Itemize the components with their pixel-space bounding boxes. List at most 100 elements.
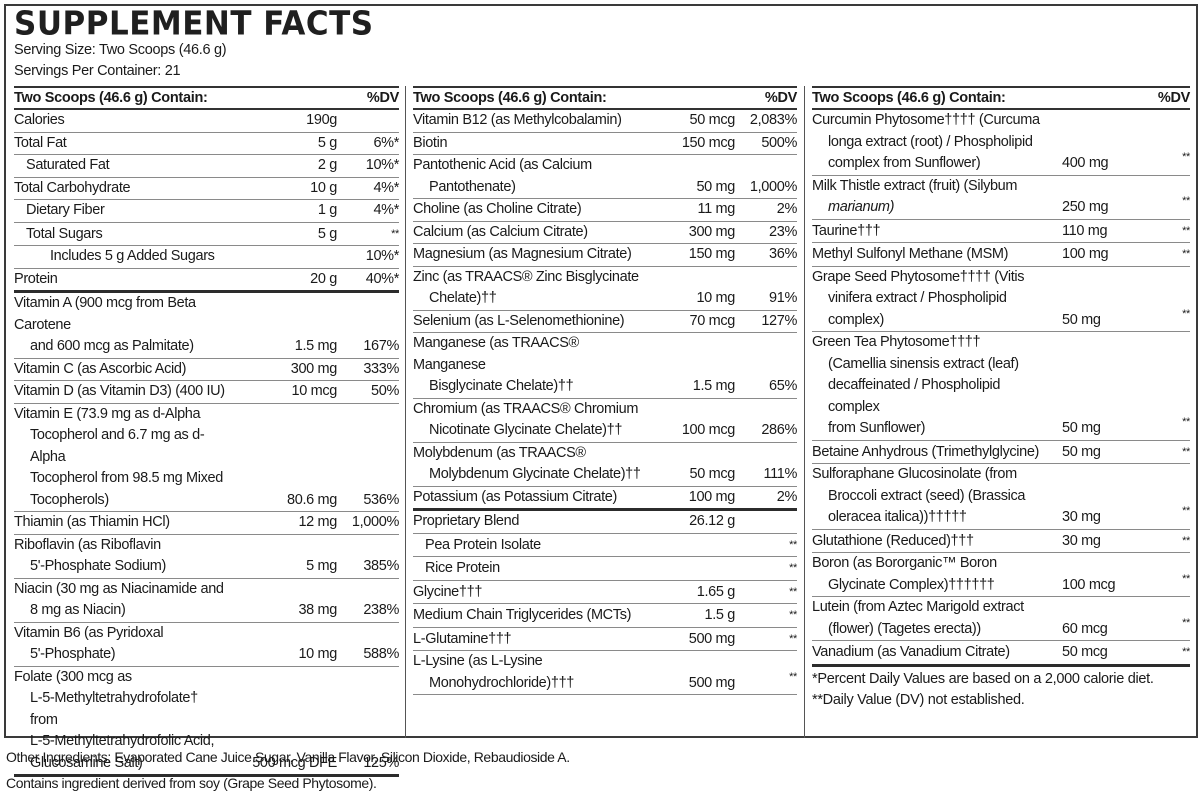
name-line: Monohydrochloride)††† [429,674,574,691]
nutrient-name: Niacin (30 mg as Niacinamide and 8 mg as … [14,579,237,622]
nutrient-dv: 40%* [365,270,400,287]
nutrient-row-vitamin-e: Vitamin E (73.9 mg as d-Alpha Tocopherol … [14,404,399,512]
nutrient-dv: ** [1182,416,1190,428]
name-line: Tocopherols) [30,491,109,508]
nutrient-dv: 4%* [373,202,399,218]
nutrient-amount: 50 mcg [689,466,736,482]
name-line: 8 mg as Niacin) [30,602,126,618]
nutrient-row-dietary-fiber: Dietary Fiber 1 g 4%* [14,200,399,223]
dv-header: %DV [366,90,399,106]
nutrient-row-vitamin-b12: Vitamin B12 (as Methylcobalamin) 50 mcg 2,… [413,110,797,133]
nutrient-row-betaine: Betaine Anhydrous (Trimethylglycine) 50 m… [812,441,1190,464]
nutrient-name: Pea Protein Isolate [425,536,541,553]
dv-header: %DV [764,90,797,106]
nutrient-amount: 500 mcg DFE [252,754,337,771]
name-line: Vitamin B6 (as Pyridoxal [14,624,164,641]
serving-size: Serving Size: Two Scoops (46.6 g) [14,42,227,58]
nutrient-amount: 1.5 mg [692,378,736,394]
name-line: decaffeinated / Phospholipid complex [828,377,1001,415]
nutrient-amount: 20 g [310,270,337,287]
nutrient-name: Rice Protein [425,560,500,576]
name-line: Bisglycinate Chelate)†† [429,378,574,394]
name-line: Molybdenum Glycinate Chelate)†† [429,466,641,482]
nutrient-name: Sulforaphane Glucosinolate (from Broccoli… [812,464,1040,529]
nutrient-name: Biotin [413,134,448,151]
nutrient-name: Total Sugars [26,225,103,242]
name-line: Sulforaphane Glucosinolate (from [812,466,1017,482]
nutrient-row-total-sugars: Total Sugars 5 g ** [14,223,399,246]
name-line: oleracea italica))††††† [828,509,967,525]
name-line: Green Tea Phytosome†††† [812,334,981,350]
nutrient-amount: 100 mcg [681,422,736,438]
nutrient-dv: 125% [363,754,399,771]
nutrient-list: Curcumin Phytosome†††† (Curcuma longa ext… [812,110,1190,667]
nutrient-name: Boron (as Bororganic™ Boron Glycinate Com… [812,553,1040,596]
nutrient-dv: 167% [363,338,399,354]
nutrient-row-vitamin-c: Vitamin C (as Ascorbic Acid) 300 mg 333% [14,359,399,381]
nutrient-name: Dietary Fiber [26,202,105,218]
nutrient-name: Glutathione (Reduced)††† [812,532,974,549]
nutrient-name: Thiamin (as Thiamin HCl) [14,514,170,530]
nutrient-dv: 111% [763,466,797,482]
nutrient-name: Grape Seed Phytosome†††† (Vitis vinifera … [812,267,1040,332]
nutrient-amount: 30 mg [1062,532,1101,549]
nutrient-row-proprietary-blend: Proprietary Blend 26.12 g [413,511,797,534]
nutrient-dv: ** [1182,248,1190,260]
facts-column-2: Two Scoops (46.6 g) Contain: %DV Vitamin… [413,86,797,738]
nutrient-row-folate: Folate (300 mcg as L-5-Methyltetrahydrofo… [14,667,399,777]
nutrient-row-l-glutamine: L-Glutamine††† 500 mg ** [413,628,797,651]
nutrient-name: Calcium (as Calcium Citrate) [413,223,588,240]
nutrient-row-total-carbohydrate: Total Carbohydrate 10 g 4%* [14,178,399,200]
nutrient-dv: 65% [769,378,797,394]
nutrient-name: Proprietary Blend [413,513,520,529]
name-line: Lutein (from Aztec Marigold extract [812,599,1024,615]
nutrient-name: Potassium (as Potassium Citrate) [413,488,617,505]
nutrient-amount: 50 mg [1062,311,1101,328]
nutrient-row-glycine: Glycine††† 1.65 g ** [413,581,797,604]
supplement-facts-panel [4,4,1198,738]
nutrient-dv: 588% [363,646,399,662]
name-line: marianum) [828,199,895,215]
name-line: Vitamin E (73.9 mg as d-Alpha [14,405,201,422]
nutrient-name: Green Tea Phytosome†††† (Camellia sinensi… [812,332,1040,440]
nutrient-name: Curcumin Phytosome†††† (Curcuma longa ext… [812,110,1040,175]
column-header-label: Two Scoops (46.6 g) Contain: [413,90,607,106]
name-line: Pantothenate) [429,178,516,195]
nutrient-amount: 110 mg [1062,222,1108,239]
nutrient-row-vitamin-d: Vitamin D (as Vitamin D3) (400 IU) 10 mcg… [14,381,399,404]
nutrient-dv: 286% [761,422,797,438]
name-line: Glycinate Complex)†††††† [828,576,995,593]
nutrient-name: Pantothenic Acid (as Calcium Pantothenate… [413,155,643,198]
nutrient-row-sulforaphane: Sulforaphane Glucosinolate (from Broccoli… [812,464,1190,530]
nutrient-amount: 500 mg [688,630,736,647]
nutrient-amount: 190g [306,112,337,128]
name-line: L-Lysine (as L-Lysine [413,653,543,669]
name-line: Boron (as Bororganic™ Boron [812,555,997,571]
name-line: Chelate)†† [429,290,497,306]
nutrient-dv: 2% [776,488,798,505]
nutrient-amount: 2 g [317,157,337,173]
nutrient-row-selenium: Selenium (as L-Selenomethionine) 70 mcg 12… [413,311,797,333]
nutrient-amount: 5 mg [306,558,337,574]
nutrient-row-vitamin-b6: Vitamin B6 (as Pyridoxal 5'-Phosphate) 10 … [14,623,399,667]
nutrient-dv: 36% [769,246,797,262]
nutrient-row-green-tea: Green Tea Phytosome†††† (Camellia sinensi… [812,332,1190,441]
nutrient-amount: 50 mcg [1062,644,1108,660]
name-line: Pantothenic Acid (as Calcium [413,157,592,173]
name-line: Broccoli extract (seed) (Brassica [828,487,1026,504]
name-line: Nicotinate Glycinate Chelate)†† [429,422,623,438]
nutrient-amount: 11 mg [697,201,736,217]
other-ingredients: Other Ingredients: Evaporated Cane Juice… [6,749,570,765]
nutrient-row-added-sugars: Includes 5 g Added Sugars 10%* [14,246,399,269]
nutrient-amount: 10 mg [298,646,337,662]
name-line: Tocopherol from 98.5 mg Mixed [30,470,223,486]
facts-column-1: Two Scoops (46.6 g) Contain: %DV Calorie… [14,86,400,777]
nutrient-dv: 536% [363,491,399,508]
name-line: Chromium (as TRAACS® Chromium [413,400,639,417]
name-line: 5'-Phosphate) [30,646,116,662]
nutrient-row-msm: Methyl Sulfonyl Methane (MSM) 100 mg ** [812,243,1190,267]
nutrient-name: Vitamin C (as Ascorbic Acid) [14,360,187,377]
column-divider [405,86,406,738]
dv-header: %DV [1157,90,1190,106]
nutrient-amount: 400 mg [1062,155,1109,171]
